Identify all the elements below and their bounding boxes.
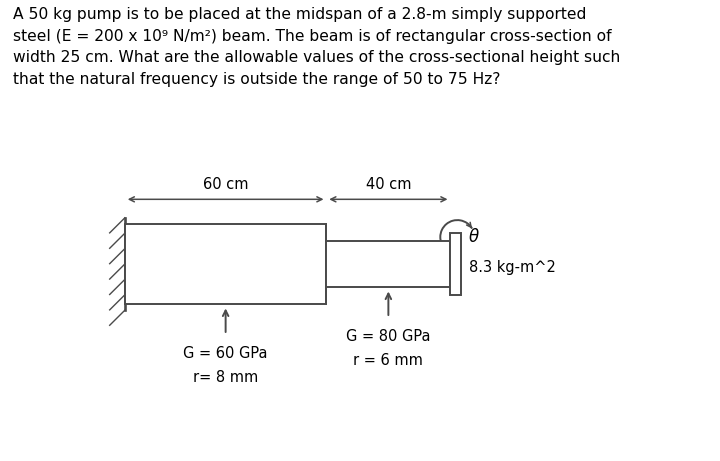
Bar xyxy=(125,224,326,304)
Text: G = 60 GPa: G = 60 GPa xyxy=(184,346,268,361)
Text: θ: θ xyxy=(469,228,479,246)
Text: 8.3 kg-m^2: 8.3 kg-m^2 xyxy=(469,260,556,275)
Text: A 50 kg pump is to be placed at the midspan of a 2.8-m simply supported
steel (E: A 50 kg pump is to be placed at the mids… xyxy=(13,7,621,87)
Text: G = 80 GPa: G = 80 GPa xyxy=(346,329,431,343)
Text: 60 cm: 60 cm xyxy=(203,177,248,192)
Bar xyxy=(451,233,462,295)
Text: 40 cm: 40 cm xyxy=(366,177,411,192)
Bar xyxy=(326,241,451,287)
Text: r = 6 mm: r = 6 mm xyxy=(354,353,423,368)
Text: r= 8 mm: r= 8 mm xyxy=(193,370,258,385)
